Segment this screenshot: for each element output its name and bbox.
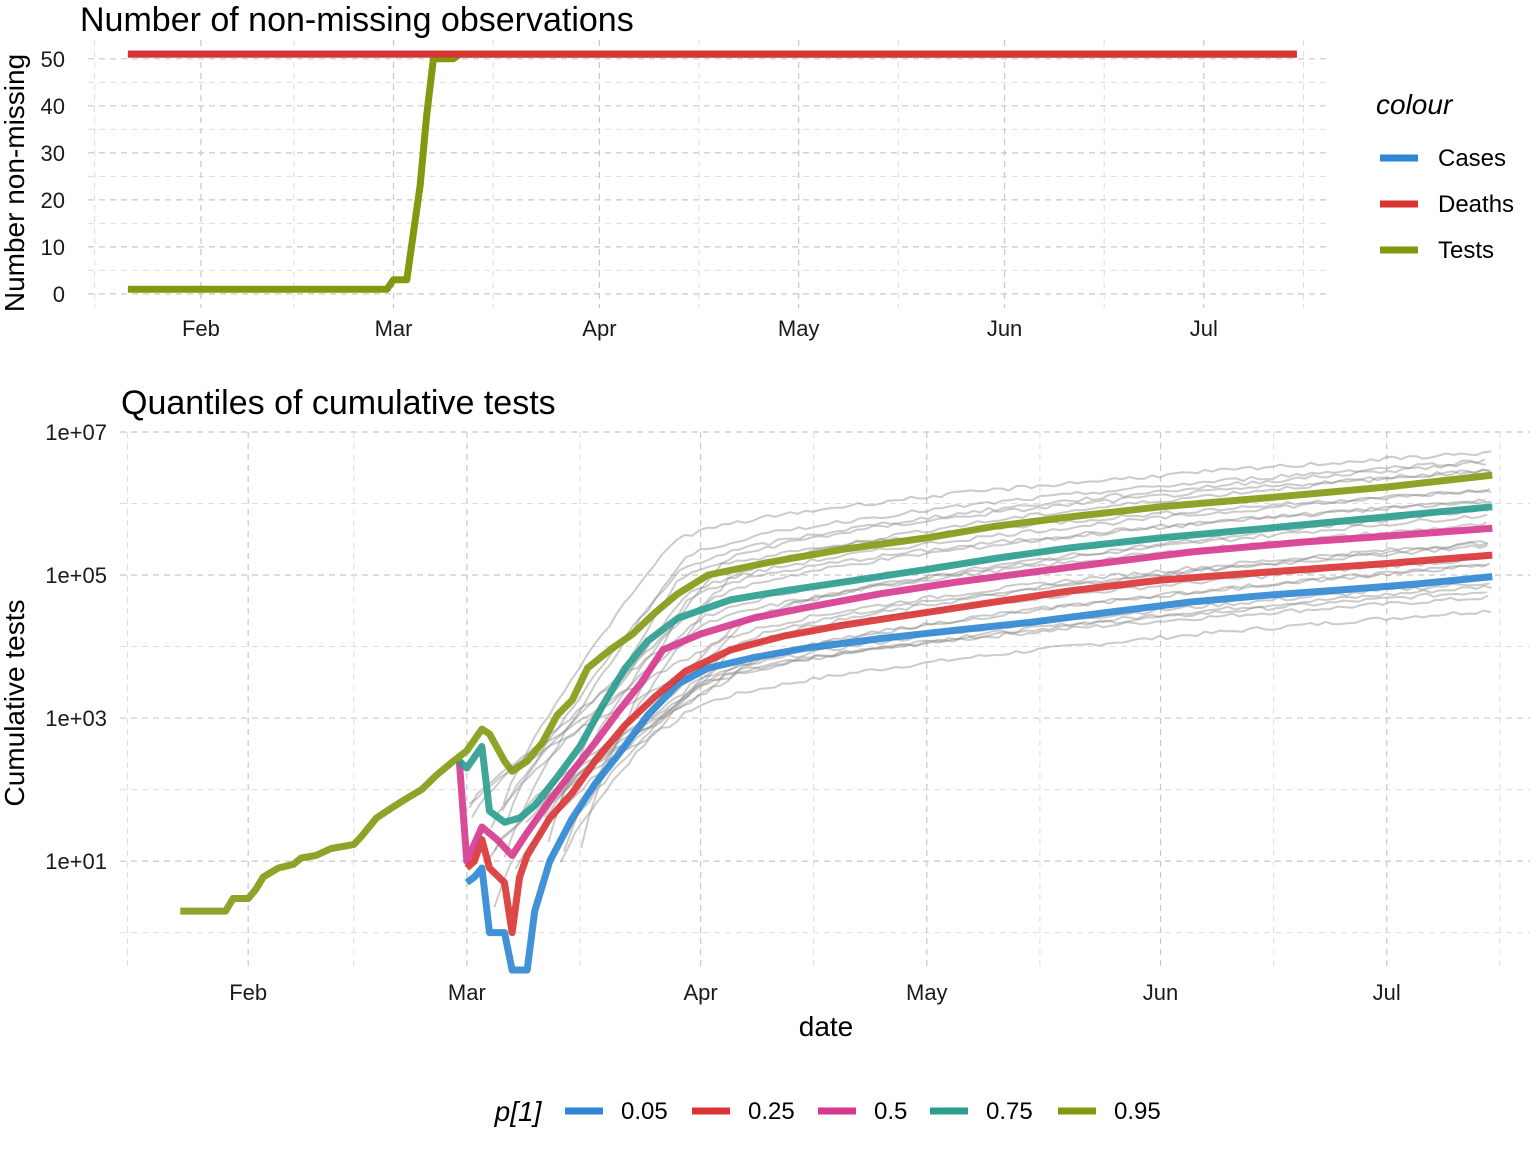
background-state-line [543, 563, 1487, 818]
background-state-line [501, 469, 1490, 812]
legend-label-deaths: Deaths [1438, 191, 1514, 218]
top-y-tick-label: 0 [53, 282, 65, 307]
top-y-tick-label: 20 [41, 188, 65, 213]
background-state-line [559, 556, 1489, 863]
background-state-line [468, 508, 1488, 809]
top-x-tick-label: Apr [582, 316, 616, 341]
top-chart-title: Number of non-missing observations [80, 1, 634, 39]
legend-label-0_95: 0.95 [1114, 1098, 1161, 1125]
top-legend-title: colour [1376, 89, 1454, 120]
background-state-line [573, 513, 1488, 822]
bottom-x-tick-label: Jul [1373, 980, 1401, 1005]
top-panel: Number of non-missing observations Numbe… [0, 1, 1514, 341]
bottom-x-tick-label: Mar [448, 980, 486, 1005]
background-state-line [503, 458, 1486, 858]
bottom-x-tick-label: May [906, 980, 948, 1005]
background-state-line [543, 541, 1488, 871]
quantile-series-lines [180, 471, 1493, 974]
quantile-line-0_75 [456, 503, 1493, 826]
legend-label-tests: Tests [1438, 237, 1494, 264]
legend-label-0_5: 0.5 [874, 1098, 907, 1125]
top-x-tick-label: Mar [375, 316, 413, 341]
top-x-tick-label: Jul [1190, 316, 1218, 341]
bottom-x-tick-label: Apr [683, 980, 717, 1005]
bottom-x-tick-label: Feb [229, 980, 267, 1005]
background-state-line [514, 594, 1489, 870]
background-state-line [563, 500, 1492, 852]
quantile-line-0_5 [455, 524, 1493, 865]
bottom-y-tick-label: 1e+01 [45, 849, 107, 874]
background-state-line [580, 498, 1487, 849]
top-x-tick-label: May [778, 316, 820, 341]
bottom-x-axis-label: date [799, 1011, 854, 1042]
legend-label-0_05: 0.05 [621, 1098, 668, 1125]
background-state-line [547, 488, 1492, 843]
top-y-axis-label: Number non-missing [0, 54, 30, 312]
top-tick-labels: 0 10 20 30 40 50 Feb Mar Apr May Jun Jul [41, 47, 1218, 341]
bottom-legend-title: p[1] [494, 1096, 543, 1127]
top-legend: colour Cases Deaths Tests [1376, 89, 1514, 264]
background-state-line [468, 544, 1488, 805]
top-x-tick-label: Feb [182, 316, 220, 341]
background-state-line [525, 609, 1492, 824]
background-state-line [502, 450, 1492, 805]
quantile-line-0_25 [464, 551, 1493, 937]
legend-label-0_25: 0.25 [748, 1098, 795, 1125]
bottom-y-tick-label: 1e+03 [45, 706, 107, 731]
bottom-tick-labels: 1e+01 1e+03 1e+05 1e+07 Feb Mar Apr May Jun Jul [45, 420, 1401, 1005]
top-y-tick-label: 30 [41, 141, 65, 166]
legend-label-cases: Cases [1438, 145, 1506, 172]
legend-label-0_75: 0.75 [986, 1098, 1033, 1125]
bottom-gridlines [120, 431, 1530, 970]
top-y-tick-label: 40 [41, 94, 65, 119]
bottom-chart-title: Quantiles of cumulative tests [121, 384, 556, 422]
bottom-x-tick-label: Jun [1143, 980, 1178, 1005]
bottom-y-tick-label: 1e+05 [45, 563, 107, 588]
background-state-line [520, 591, 1487, 817]
series-line-tests [127, 50, 1297, 293]
top-series-lines [127, 50, 1297, 293]
top-x-tick-label: Jun [987, 316, 1022, 341]
top-gridlines [88, 40, 1330, 308]
top-y-tick-label: 10 [41, 235, 65, 260]
background-state-line [544, 540, 1489, 821]
background-state-line [493, 562, 1491, 852]
background-state-line [540, 584, 1492, 815]
bottom-y-axis-label: Cumulative tests [0, 600, 30, 807]
bottom-y-tick-label: 1e+07 [45, 420, 107, 445]
top-y-tick-label: 50 [41, 47, 65, 72]
bottom-panel: Quantiles of cumulative tests Cumulative… [0, 384, 1530, 1127]
bottom-legend: p[1] 0.05 0.25 0.5 0.75 0.95 [494, 1096, 1161, 1127]
quantile-line-0_95 [180, 471, 1493, 915]
background-state-line [504, 460, 1487, 826]
quantile-line-0_05 [464, 573, 1493, 974]
